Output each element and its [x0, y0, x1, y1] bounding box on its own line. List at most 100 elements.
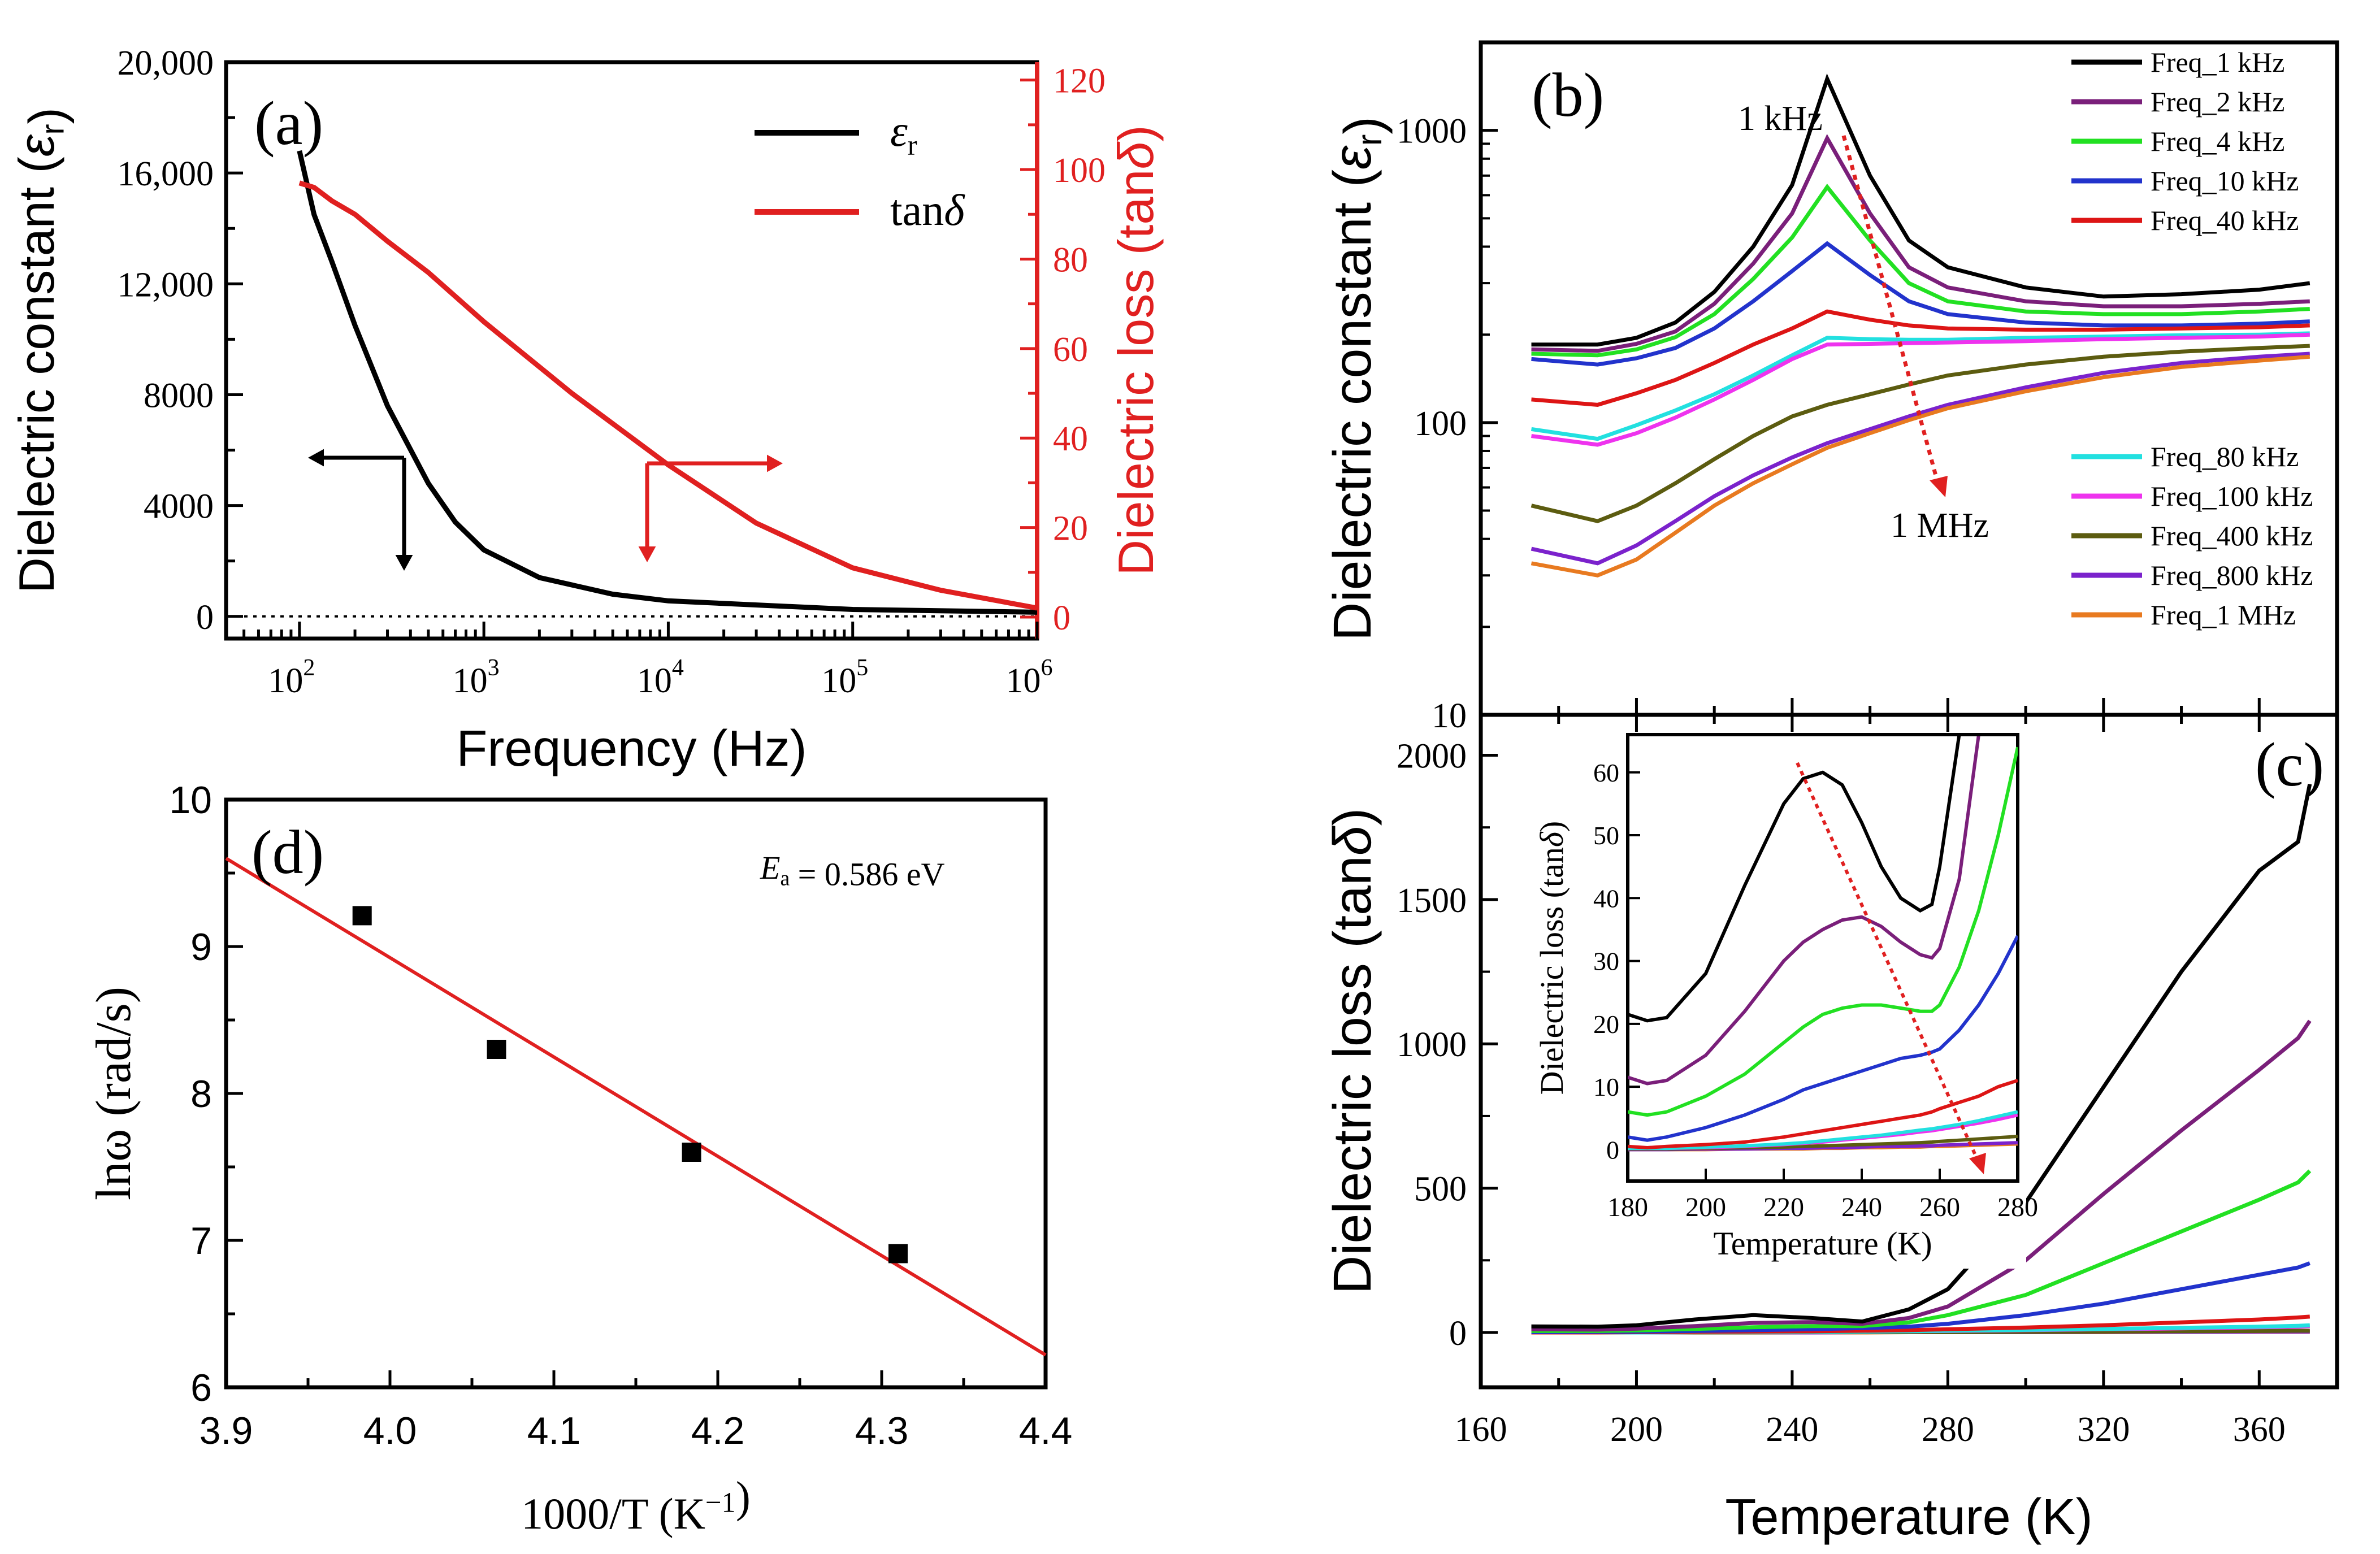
series-line-freq-40-khz	[1628, 1079, 2018, 1150]
legend-label-epsilon: εr	[890, 106, 917, 161]
y-axis-label: Dielectric constant (εr)	[1323, 116, 1393, 641]
panel-c-inset: 180 200 220 240 260 280 0 10 20 30 40 50 60 Temperatu…	[1498, 732, 2038, 1269]
label-subscript: r	[35, 124, 71, 134]
x-tick-label: 106	[1006, 655, 1053, 700]
label-text: Dielectric loss (	[1533, 887, 1570, 1095]
y-axis-label: Dielectric loss (tanδ)	[1533, 821, 1570, 1095]
series-line-freq-80-khz	[1628, 1110, 2018, 1151]
frequency-trend-arrowhead	[1969, 1153, 1986, 1174]
series-line-epsilon	[297, 150, 1038, 615]
y2-tick-label: 20	[1053, 510, 1088, 548]
plot-frame	[1479, 713, 2339, 1390]
series-line-freq-4-khz	[1628, 746, 2018, 1117]
label-text: tan	[1108, 170, 1164, 238]
label-subscript: r	[908, 129, 917, 161]
x-tick-label: 220	[1763, 1192, 1804, 1222]
y-tick-label: 20	[1593, 1010, 1619, 1039]
frequency-trend-arrow	[1796, 762, 1980, 1162]
y2-axis-label: Dielectric loss (tanδ)	[1108, 125, 1164, 575]
label-symbol: E	[760, 849, 780, 886]
data-point	[888, 1244, 908, 1264]
panel-c: 160 200 240 280 320 3600500100015002000Temper…	[1323, 713, 2339, 1546]
y-tick-label: 40	[1593, 884, 1619, 913]
label-text: )	[1533, 821, 1570, 832]
y-axis-label: Dielectric loss (tanδ)	[1323, 808, 1382, 1295]
y2-tick-label: 60	[1053, 331, 1088, 369]
x-tick-label: 102	[268, 655, 315, 700]
series-line-freq-2-khz	[1531, 1019, 2312, 1332]
x-axis-label: Frequency (Hz)	[456, 720, 807, 777]
legend-label: Freq_2 kHz	[2151, 86, 2284, 118]
y-tick-label: 9	[190, 926, 212, 969]
series-line-freq-1-khz	[1531, 73, 2310, 347]
x-tick-label: 3.9	[200, 1409, 253, 1452]
x-tick-label: 4.3	[855, 1409, 909, 1452]
legend-label-tan-delta: tanδ	[890, 185, 965, 235]
y-tick-label: 1000	[1397, 112, 1467, 151]
x-axis-label: 1000/T (K−1)	[521, 1472, 751, 1538]
y2-tick-label: 120	[1053, 62, 1106, 101]
label-text: Dielectric constant (	[1323, 170, 1382, 641]
y-tick-label: 1500	[1397, 882, 1467, 920]
panel-b-arrow-end-label: 1 MHz	[1891, 506, 1989, 545]
y-tick-label: 60	[1593, 758, 1619, 787]
label-text: tan	[1323, 856, 1382, 930]
label-text: = 0.586 eV	[790, 856, 944, 893]
plot-frame	[1626, 733, 2019, 1183]
series-line-freq-2-khz	[1628, 735, 2018, 1086]
legend-label: Freq_10 kHz	[2151, 165, 2299, 197]
y-tick-label: 500	[1414, 1170, 1467, 1209]
y-tick-label: 50	[1593, 821, 1619, 850]
label-text: tan	[890, 185, 944, 235]
y-tick-label: 20,000	[118, 44, 214, 83]
left-axis-arrowhead	[308, 449, 324, 467]
y-tick-label: 16,000	[118, 155, 214, 193]
label-text: K	[674, 1489, 705, 1538]
label-subscript: a	[780, 867, 790, 891]
label-text: )	[1108, 125, 1164, 141]
y-tick-label: 4000	[144, 488, 214, 526]
x-tick-label: 280	[1922, 1410, 1974, 1449]
x-tick-label: 240	[1766, 1410, 1818, 1449]
y-axis-label: lnω (rad/s)	[86, 987, 141, 1200]
series-line-freq-400-khz	[1531, 344, 2310, 523]
series-line-freq-100-khz	[1531, 332, 2310, 447]
x-tick-label: 240	[1841, 1192, 1882, 1222]
y-tick-label: 12,000	[118, 266, 214, 304]
legend-label: Freq_800 kHz	[2151, 559, 2313, 591]
series-line-freq-40-khz	[1531, 309, 2310, 407]
label-text: tan	[1533, 847, 1570, 887]
y-tick-label: 10	[1593, 1073, 1619, 1101]
data-point	[682, 1143, 701, 1162]
x-tick-label: 105	[821, 655, 868, 700]
label-symbol: δ	[1108, 141, 1164, 170]
label-text: Dielectric constant (	[8, 157, 64, 593]
label-symbol: δ	[944, 185, 965, 235]
y-tick-label: 10	[1432, 697, 1467, 735]
series-line-freq-10-khz	[1628, 935, 2018, 1142]
label-symbol: δ	[1323, 825, 1382, 856]
series-line-tan-delta	[298, 180, 1038, 611]
x-tick-label: 360	[2233, 1410, 2286, 1449]
x-tick-label: 180	[1607, 1192, 1648, 1222]
y-tick-label: 0	[196, 598, 214, 637]
panel-d: 3.9 4.0 4.1 4.2 4.3 4.4 6 7 8 9 10 1000/T (K−1) lnω …	[86, 779, 1072, 1538]
x-tick-label: 280	[1997, 1192, 2038, 1222]
y-axis-label: Dielectric constant (εr)	[8, 107, 75, 593]
y-tick-label: 8	[190, 1073, 212, 1115]
frequency-trend-arrowhead	[1930, 476, 1948, 497]
activation-energy-annotation: Ea = 0.586 eV	[760, 849, 945, 893]
x-tick-label: 200	[1685, 1192, 1726, 1222]
x-tick-label: 4.0	[363, 1409, 417, 1452]
y-tick-label: 10	[169, 779, 212, 822]
series-line-freq-2-khz	[1531, 133, 2310, 353]
x-tick-label: 260	[1919, 1192, 1960, 1222]
series-line-freq-4-khz	[1531, 1169, 2312, 1333]
y-tick-label: 0	[1606, 1135, 1619, 1164]
panel-d-label: (d)	[252, 818, 324, 887]
x-tick-label: 200	[1610, 1410, 1663, 1449]
inset-series-group	[1628, 735, 2018, 1152]
label-text: )	[736, 1472, 751, 1521]
